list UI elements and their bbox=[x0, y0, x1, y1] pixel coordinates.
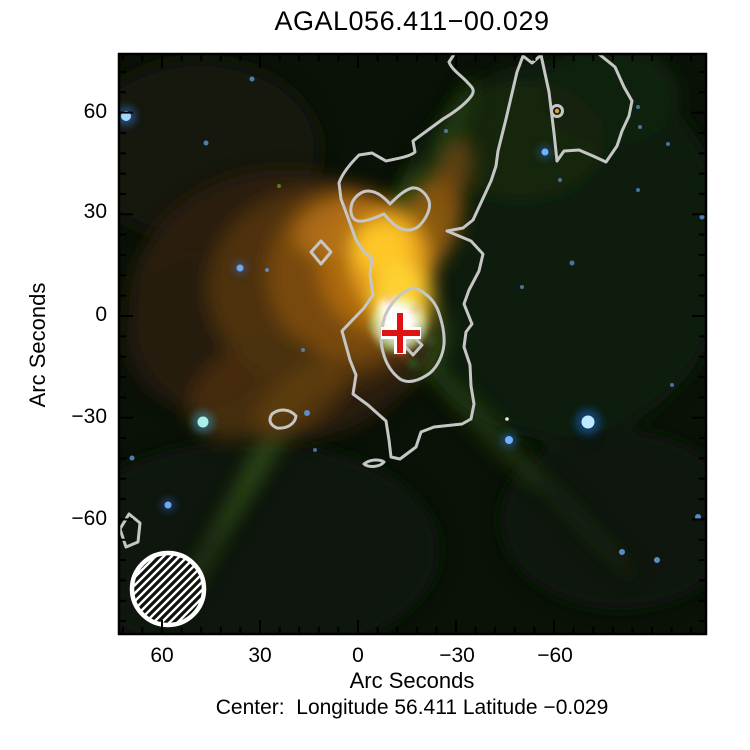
contour-inner-core bbox=[379, 286, 446, 383]
contour-ring-star bbox=[550, 104, 564, 118]
y-axis-label: Arc Seconds bbox=[25, 282, 50, 408]
contour-blob-southwest bbox=[268, 408, 298, 430]
y-tick-label: 60 bbox=[83, 100, 107, 123]
axis-ticks bbox=[119, 54, 706, 634]
contour-sliver-south bbox=[362, 458, 386, 468]
x-tick-label: −60 bbox=[537, 644, 573, 667]
center-coordinates-caption: Center: Longitude 56.411 Latitude −0.029 bbox=[215, 696, 609, 719]
x-axis-label: Arc Seconds bbox=[349, 668, 475, 693]
y-tick-label: −30 bbox=[71, 405, 107, 428]
contour-diamond-left bbox=[309, 239, 333, 266]
y-tick-label: 0 bbox=[95, 303, 107, 326]
x-tick-label: −30 bbox=[439, 644, 475, 667]
x-tick-label: 30 bbox=[248, 644, 272, 667]
figure-title: AGAL056.411−00.029 bbox=[274, 6, 550, 36]
y-tick-label: 30 bbox=[83, 200, 107, 223]
sky-image bbox=[119, 54, 706, 634]
star-field bbox=[119, 76, 705, 563]
source-cross-marker bbox=[381, 312, 421, 354]
beam-circle bbox=[129, 550, 207, 628]
contour-mini-diamond-core bbox=[402, 334, 424, 357]
y-tick-label: −60 bbox=[71, 507, 107, 530]
contour-pentagon-corner bbox=[119, 512, 142, 549]
x-tick-label: 0 bbox=[352, 644, 364, 667]
x-tick-label: 60 bbox=[150, 644, 174, 667]
contour-bowtie bbox=[349, 186, 431, 232]
contour-outer bbox=[337, 54, 634, 461]
emission-contours bbox=[119, 54, 634, 549]
plot-frame bbox=[117, 52, 708, 636]
